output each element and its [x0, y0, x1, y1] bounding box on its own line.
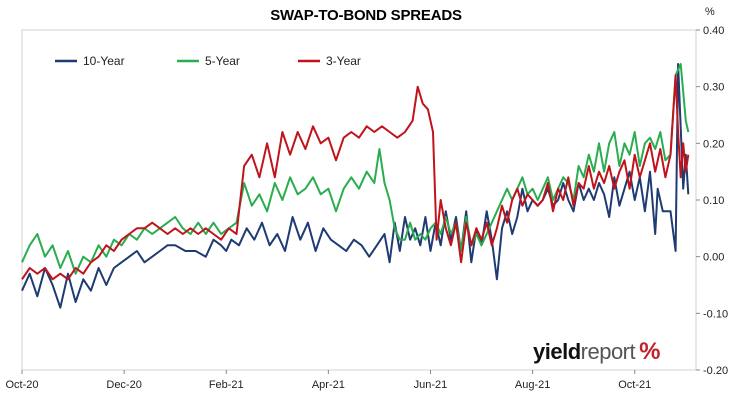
- x-tick-label: Apr-21: [312, 379, 345, 391]
- x-axis: Oct-20 Dec-20 Feb-21 Apr-21 Jun-21 Aug-21 Oct-…: [5, 370, 651, 391]
- x-tick-label: Feb-21: [209, 379, 244, 391]
- logo-text-yield: yield: [533, 339, 581, 364]
- series-line-10-year: [21, 63, 690, 309]
- series-layer: [21, 63, 690, 309]
- legend-label: 3-Year: [326, 54, 361, 68]
- legend-label: 5-Year: [205, 54, 240, 68]
- x-tick-label: Aug-21: [515, 379, 550, 391]
- legend-label: 10-Year: [83, 54, 125, 68]
- x-tick-label: Oct-20: [5, 379, 38, 391]
- x-tick-label: Jun-21: [414, 379, 448, 391]
- series-line-3-year: [21, 74, 690, 281]
- y-tick-label: 0.20: [703, 138, 724, 150]
- yieldreport-logo: yield report %: [533, 338, 660, 368]
- y-tick-label: 0.30: [703, 82, 724, 94]
- y-tick-label: 0.10: [703, 195, 724, 207]
- y-tick-label: 0.40: [703, 25, 724, 37]
- y-tick-label: -0.20: [703, 365, 728, 377]
- chart-title: SWAP-TO-BOND SPREADS: [270, 7, 462, 24]
- legend: 10-Year 5-Year 3-Year: [55, 54, 361, 68]
- x-tick-label: Dec-20: [106, 379, 141, 391]
- logo-percent-icon: %: [639, 338, 661, 365]
- y-axis: -0.20 -0.10 0.00 0.10 0.20 0.30 0.40: [696, 25, 728, 377]
- x-tick-label: Oct-21: [618, 379, 651, 391]
- logo-text-report: report: [580, 339, 636, 364]
- y-tick-label: 0.00: [703, 252, 724, 264]
- y-axis-unit-label: %: [705, 6, 715, 18]
- y-tick-label: -0.10: [703, 308, 728, 320]
